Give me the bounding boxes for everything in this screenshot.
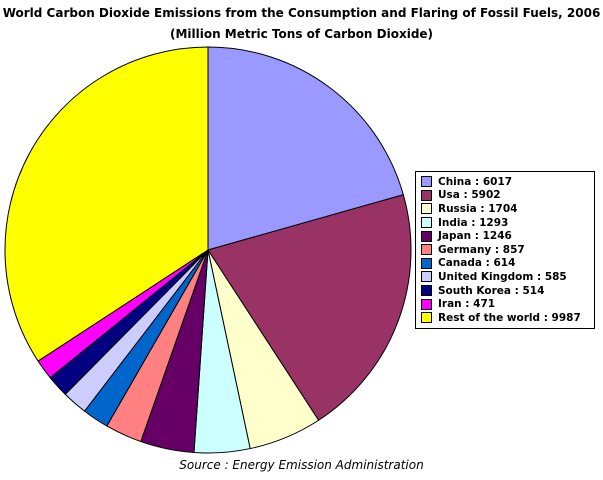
legend-item-china: China : 6017 — [421, 175, 594, 189]
chart-subtitle: (Million Metric Tons of Carbon Dioxide) — [169, 27, 434, 41]
legend-swatch — [421, 312, 432, 324]
chart-source: Source : Energy Emission Administration — [179, 458, 424, 472]
legend-label: United Kingdom : 585 — [438, 270, 567, 283]
legend-swatch — [421, 244, 432, 256]
legend-item-usa: Usa : 5902 — [421, 189, 594, 203]
legend-label: Japan : 1246 — [438, 230, 512, 243]
legend-item-japan: Japan : 1246 — [421, 229, 594, 243]
legend-swatch — [421, 176, 432, 188]
legend-item-canada: Canada : 614 — [421, 257, 594, 271]
legend-label: Germany : 857 — [438, 243, 525, 256]
legend-swatch — [421, 285, 432, 297]
legend-swatch — [421, 257, 432, 269]
chart-legend: China : 6017 Usa : 5902 Russia : 1704 India… — [415, 171, 595, 329]
legend-item-rest-of-the-world: Rest of the world : 9987 — [421, 311, 594, 325]
legend-label: India : 1293 — [438, 216, 509, 229]
legend-item-germany: Germany : 857 — [421, 243, 594, 257]
legend-label: Usa : 5902 — [438, 189, 501, 202]
legend-item-south-korea: South Korea : 514 — [421, 284, 594, 298]
pie-slice-rest-of-the-world — [4, 46, 209, 362]
legend-swatch — [421, 203, 432, 215]
legend-item-russia: Russia : 1704 — [421, 202, 594, 216]
legend-item-iran: Iran : 471 — [421, 297, 594, 311]
legend-swatch — [421, 298, 432, 310]
legend-label: Iran : 471 — [438, 298, 496, 311]
legend-label: South Korea : 514 — [438, 284, 545, 297]
legend-item-india: India : 1293 — [421, 216, 594, 230]
legend-swatch — [421, 271, 432, 283]
legend-swatch — [421, 189, 432, 201]
legend-swatch — [421, 230, 432, 242]
legend-label: China : 6017 — [438, 175, 513, 188]
legend-label: Russia : 1704 — [438, 202, 518, 215]
chart-title: World Carbon Dioxide Emissions from the … — [2, 6, 601, 20]
legend-label: Rest of the world : 9987 — [438, 311, 581, 324]
legend-swatch — [421, 217, 432, 229]
legend-label: Canada : 614 — [438, 257, 516, 270]
legend-item-united-kingdom: United Kingdom : 585 — [421, 270, 594, 284]
pie-slice-usa — [207, 194, 412, 421]
pie-slice-china — [207, 46, 404, 251]
